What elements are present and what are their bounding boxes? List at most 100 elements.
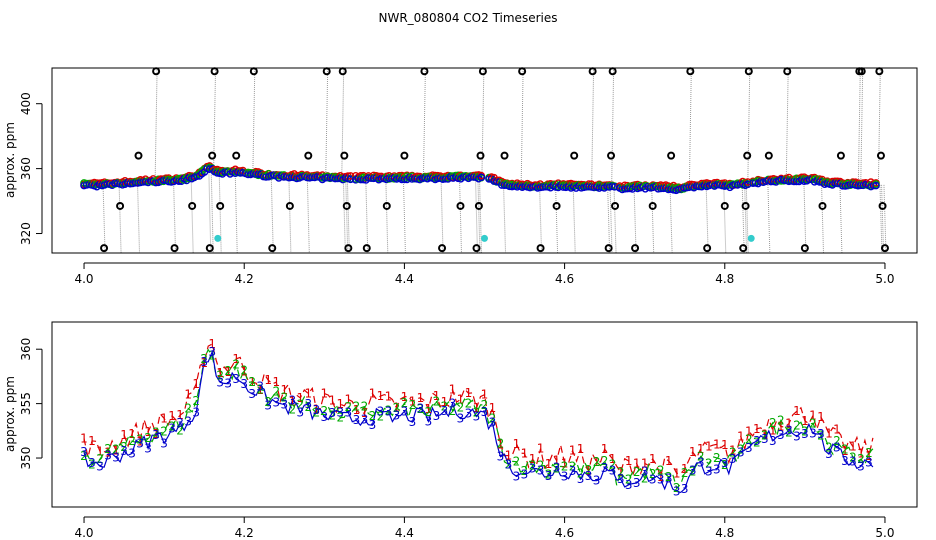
series-1-mark: 1	[641, 456, 649, 470]
top-x-tick-label: 4.4	[395, 272, 414, 286]
outlier-point	[611, 201, 620, 210]
series-2-mark: 2	[721, 458, 729, 472]
series-3-mark: 3	[841, 454, 849, 468]
series-2-mark: 2	[481, 398, 489, 412]
series-3-mark: 3	[585, 469, 593, 483]
series-3-mark: 3	[88, 456, 96, 470]
series-1-mark: 1	[168, 409, 176, 423]
series-3-mark: 3	[721, 456, 729, 470]
drop-line	[252, 67, 256, 175]
series-1-mark: 1	[617, 465, 625, 479]
series-3-mark: 3	[168, 421, 176, 435]
series-1-mark: 1	[104, 446, 112, 460]
outlier-point	[205, 244, 214, 253]
outlier-point	[249, 67, 258, 76]
series-3-mark: 3	[521, 467, 529, 481]
top-x-tick-label: 4.0	[74, 272, 93, 286]
series-1-mark: 1	[713, 437, 721, 451]
series-1-mark: 1	[761, 427, 769, 441]
series-2-mark: 2	[849, 450, 857, 464]
drop-line	[539, 186, 543, 254]
series-3-mark: 3	[785, 424, 793, 438]
outlier-point	[836, 151, 845, 160]
drop-line	[744, 183, 748, 254]
outlier-point	[875, 67, 884, 76]
series-2-mark: 2	[705, 457, 713, 471]
top-x-tick-label: 4.2	[235, 272, 254, 286]
series-3-mark: 3	[577, 472, 585, 486]
outlier-point	[588, 67, 597, 76]
series-3-mark: 3	[336, 406, 344, 420]
series-3-mark: 3	[489, 416, 497, 430]
series-2-mark: 2	[649, 467, 657, 481]
series-1-mark: 1	[361, 406, 369, 420]
series-1-mark: 1	[737, 430, 745, 444]
series-2-mark: 2	[657, 463, 665, 477]
series-2-mark: 2	[497, 436, 505, 450]
series-2-mark: 2	[689, 465, 697, 479]
outlier-point	[285, 201, 294, 210]
series-2-mark: 2	[240, 364, 248, 378]
drop-line	[767, 181, 771, 254]
series-1-mark: 1	[344, 392, 352, 406]
series-3-mark: 3	[457, 412, 465, 426]
series-1-mark: 1	[128, 427, 136, 441]
series-1-mark: 1	[601, 442, 609, 456]
series-3-mark: 3	[833, 441, 841, 455]
outlier-point	[876, 151, 885, 160]
drop-line	[481, 67, 485, 178]
series-1-mark: 1	[417, 391, 425, 405]
series-1-mark: 1	[625, 454, 633, 468]
outlier-point	[476, 151, 485, 160]
series-2-mark: 2	[593, 455, 601, 469]
series-1-mark: 1	[409, 395, 417, 409]
series-1-mark: 1	[593, 455, 601, 469]
series-1-mark: 1	[473, 401, 481, 415]
series-3-mark: 3	[697, 456, 705, 470]
top-x-tick-label: 4.6	[555, 272, 574, 286]
top-series3-point	[610, 182, 619, 191]
series-1-mark: 1	[200, 356, 208, 370]
drop-line	[365, 178, 369, 254]
series-2-mark: 2	[216, 368, 224, 382]
series-1-mark: 1	[801, 414, 809, 428]
series-2-mark: 2	[272, 385, 280, 399]
series-2-mark: 2	[80, 449, 88, 463]
series-3-mark: 3	[609, 464, 617, 478]
series-1-mark: 1	[681, 462, 689, 476]
series-2-mark: 2	[248, 375, 256, 389]
series-3-mark: 3	[128, 446, 136, 460]
drop-line	[688, 67, 692, 187]
series-3-mark: 3	[665, 471, 673, 485]
outlier-point	[340, 151, 349, 160]
series-2-mark: 2	[208, 349, 216, 363]
series-1-mark: 1	[553, 454, 561, 468]
outlier-point	[362, 244, 371, 253]
series-1-mark: 1	[521, 446, 529, 460]
outlier-point	[739, 244, 748, 253]
series-1-mark: 1	[401, 390, 409, 404]
series-2-mark: 2	[96, 452, 104, 466]
series-2-mark: 2	[112, 443, 120, 457]
drop-line	[883, 184, 887, 254]
bottom-plot-frame	[51, 321, 918, 508]
outlier-point	[686, 67, 695, 76]
series-3-mark: 3	[409, 415, 417, 429]
series-2-mark: 2	[489, 412, 497, 426]
drop-line	[785, 67, 789, 181]
series-1-mark: 1	[336, 397, 344, 411]
series-2-mark: 2	[176, 423, 184, 437]
outlier-point	[474, 201, 483, 210]
series-3-mark: 3	[705, 465, 713, 479]
series-2-mark: 2	[521, 464, 529, 478]
bottom-x-tick-label: 5.0	[875, 526, 894, 540]
series-2-mark: 2	[513, 455, 521, 469]
series-3-mark: 3	[304, 397, 312, 411]
top-y-tick-label: 400	[19, 92, 33, 115]
series-2-mark: 2	[673, 481, 681, 495]
series-2-mark: 2	[417, 402, 425, 416]
outlier-point	[472, 244, 481, 253]
outlier-point	[210, 67, 219, 76]
drop-line	[234, 171, 238, 254]
top-plot-frame	[51, 67, 918, 254]
